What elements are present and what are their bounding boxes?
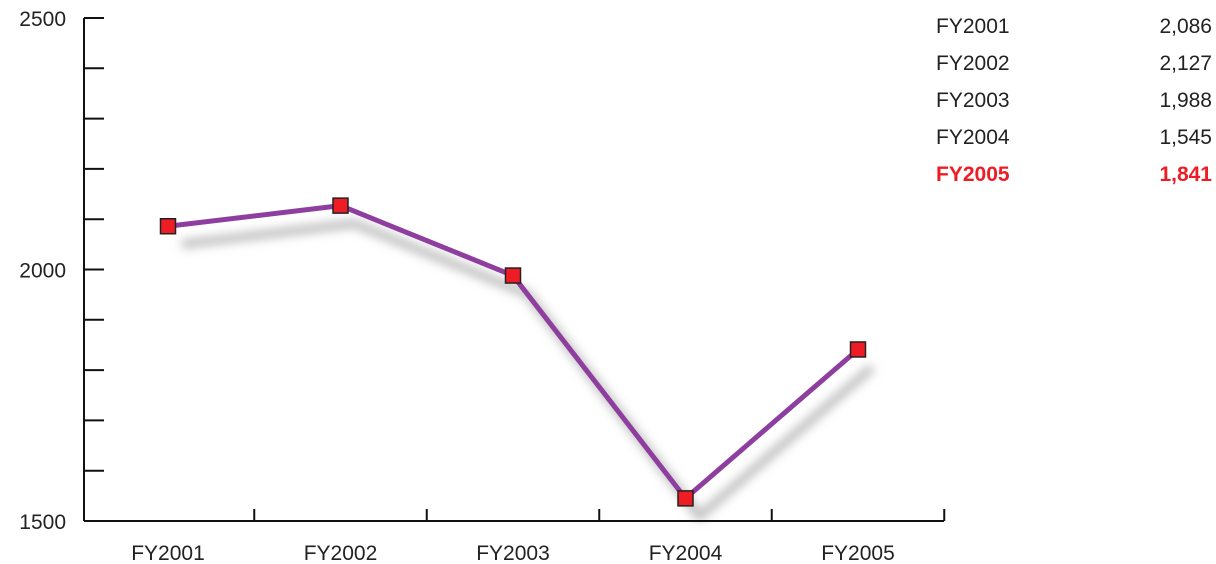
y-tick-label: 2000 (19, 260, 66, 283)
series-line (159, 197, 867, 507)
legend-label: FY2004 (936, 126, 1010, 149)
data-point-marker (849, 341, 867, 358)
data-point-marker (332, 197, 349, 214)
legend-row: FY2003 1,988 (936, 82, 1212, 119)
legend-value: 1,545 (1159, 126, 1212, 149)
axes (83, 17, 946, 522)
series-shadow (181, 219, 875, 521)
legend-label: FY2001 (936, 15, 1010, 38)
data-point-marker (504, 267, 522, 284)
legend-value: 1,988 (1159, 89, 1212, 112)
legend-row: FY2004 1,545 (936, 119, 1212, 156)
legend-label: FY2002 (936, 52, 1010, 75)
x-tick-label: FY2005 (821, 542, 895, 564)
line-shadow (181, 219, 875, 521)
y-tick-label: 1500 (19, 511, 66, 534)
legend-row: FY2005 1,841 (936, 156, 1212, 193)
legend-row: FY2001 2,086 (936, 8, 1212, 45)
legend-value: 2,086 (1159, 15, 1212, 38)
legend-value: 1,841 (1159, 163, 1212, 186)
value-legend: FY2001 2,086 FY2002 2,127 FY2003 1,988 FY2004 1… (936, 8, 1212, 193)
legend-row: FY2002 2,127 (936, 45, 1212, 82)
x-tick-label: FY2001 (131, 542, 205, 564)
series-polyline (167, 203, 860, 501)
legend-label: FY2005 (936, 163, 1010, 186)
x-tick-label: FY2004 (649, 542, 723, 564)
x-tick-label: FY2003 (476, 542, 550, 564)
x-tick-label: FY2002 (304, 542, 378, 564)
y-tick-label: 2500 (19, 8, 66, 31)
legend-value: 2,127 (1159, 52, 1212, 75)
data-point-marker (677, 490, 694, 507)
legend-label: FY2003 (936, 89, 1010, 112)
tick-labels: 2500 2000 1500 FY2001 FY2002 FY2003 FY2004 FY20… (19, 8, 895, 564)
data-point-marker (159, 217, 177, 235)
